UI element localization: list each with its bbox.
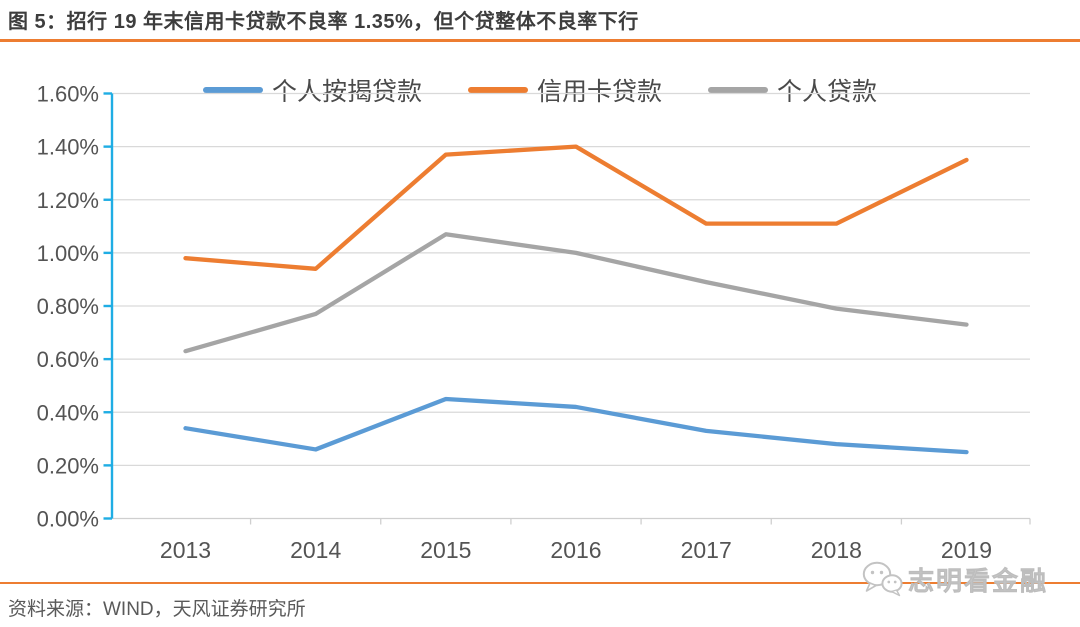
footer-rule: [0, 582, 1080, 584]
y-axis-label: 0.00%: [37, 507, 99, 532]
series-line-0: [183, 396, 969, 455]
y-axis-label: 1.60%: [37, 82, 99, 107]
x-axis-label: 2016: [550, 537, 601, 563]
wechat-icon: [862, 561, 903, 597]
y-axis-label: 0.20%: [37, 453, 99, 478]
figure-title: 图 5：招行 19 年末信用卡贷款不良率 1.35%，但个贷整体不良率下行: [8, 11, 639, 33]
legend-item-1: 信用卡贷款: [467, 72, 662, 108]
legend-swatch-1: [467, 87, 528, 93]
x-axis-label: 2017: [681, 537, 732, 563]
series-line-2: [183, 232, 969, 354]
legend-label-0: 个人按揭贷款: [271, 78, 422, 106]
series-line-1: [183, 144, 969, 271]
title-rule: [0, 39, 1080, 42]
legend-label-1: 信用卡贷款: [536, 78, 662, 106]
x-axis-label: 2018: [811, 537, 862, 563]
x-axis-label: 2013: [160, 537, 211, 563]
y-axis-label: 0.60%: [37, 347, 99, 372]
legend-swatch-0: [202, 87, 263, 93]
source-note: 资料来源：WIND，天风证券研究所: [8, 599, 306, 620]
watermark-label: 志明看金融: [907, 565, 1048, 596]
y-axis-label: 1.40%: [37, 135, 99, 160]
y-axis-label: 0.40%: [37, 400, 99, 425]
y-axis-label: 1.20%: [37, 188, 99, 213]
y-axis-label: 0.80%: [37, 294, 99, 319]
x-axis-label: 2014: [290, 537, 341, 563]
x-axis-label: 2015: [420, 537, 471, 563]
watermark: 志明看金融: [861, 560, 1048, 598]
y-axis-label: 1.00%: [37, 241, 99, 266]
legend-swatch-2: [708, 87, 768, 93]
chart-legend: 个人按揭贷款 信用卡贷款 个人贷款: [0, 72, 1080, 108]
legend-label-2: 个人贷款: [777, 78, 878, 106]
legend-item-2: 个人贷款: [708, 72, 877, 108]
legend-item-0: 个人按揭贷款: [202, 72, 422, 108]
x-axis-label: 2019: [941, 537, 992, 563]
